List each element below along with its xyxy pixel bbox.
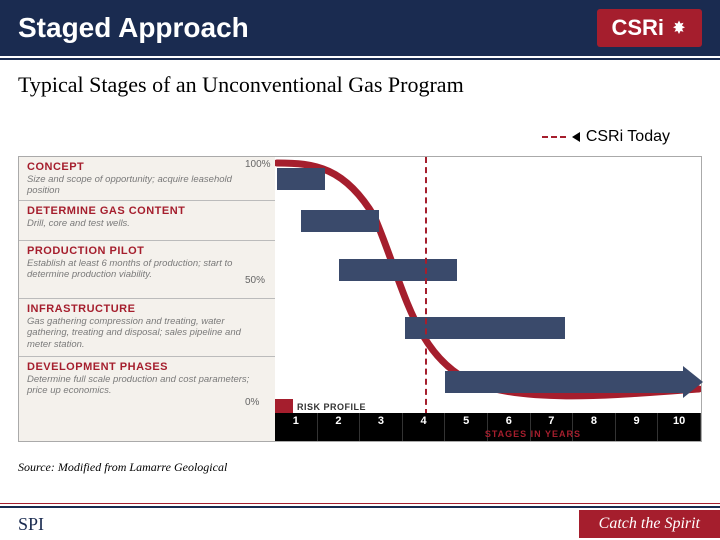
x-tick: 4: [403, 413, 446, 441]
page-title: Staged Approach: [18, 12, 249, 44]
x-tick: 9: [616, 413, 659, 441]
today-text: CSRi Today: [586, 128, 670, 146]
arrow-left-icon: [572, 132, 580, 142]
subtitle: Typical Stages of an Unconventional Gas …: [0, 60, 720, 104]
maple-leaf-icon: [670, 19, 688, 37]
x-tick: 5: [445, 413, 488, 441]
stage-bar: [339, 259, 457, 281]
x-axis-label: STAGES IN YEARS: [485, 429, 581, 439]
today-vertical-line: [425, 157, 427, 415]
footer-left: SPI: [18, 514, 44, 535]
logo: CSRi: [597, 9, 702, 47]
x-tick: 2: [318, 413, 361, 441]
stage-desc: Establish at least 6 months of productio…: [27, 258, 257, 281]
stage-desc: Size and scope of opportunity; acquire l…: [27, 174, 257, 197]
x-tick: 1: [275, 413, 318, 441]
plot-area: 100%50%0%: [275, 157, 701, 415]
risk-legend-label: RISK PROFILE: [297, 402, 366, 412]
footer-divider-red: [0, 503, 720, 504]
risk-legend-swatch: [275, 399, 293, 413]
stage-desc: Determine full scale production and cost…: [27, 374, 257, 397]
footer-right: Catch the Spirit: [579, 510, 720, 538]
stage-bar: [445, 371, 683, 393]
dash-icon: [542, 136, 566, 138]
header: Staged Approach CSRi: [0, 0, 720, 58]
y-axis-label: 50%: [245, 275, 265, 286]
stage-bar-arrow-icon: [683, 366, 703, 398]
y-axis-label: 0%: [245, 397, 259, 408]
stages-chart: CONCEPTSize and scope of opportunity; ac…: [18, 156, 702, 442]
stage-bar: [405, 317, 565, 339]
y-axis-label: 100%: [245, 159, 271, 170]
stage-bar: [301, 210, 379, 232]
logo-text: CSRi: [611, 15, 664, 41]
footer: SPI Catch the Spirit: [0, 508, 720, 540]
source-citation: Source: Modified from Lamarre Geological: [18, 460, 227, 475]
x-tick: 3: [360, 413, 403, 441]
stage-bar: [277, 168, 325, 190]
stage-desc: Gas gathering compression and treating, …: [27, 316, 257, 350]
stage-desc: Drill, core and test wells.: [27, 218, 257, 229]
today-marker-label: CSRi Today: [542, 128, 670, 146]
x-tick: 10: [658, 413, 701, 441]
